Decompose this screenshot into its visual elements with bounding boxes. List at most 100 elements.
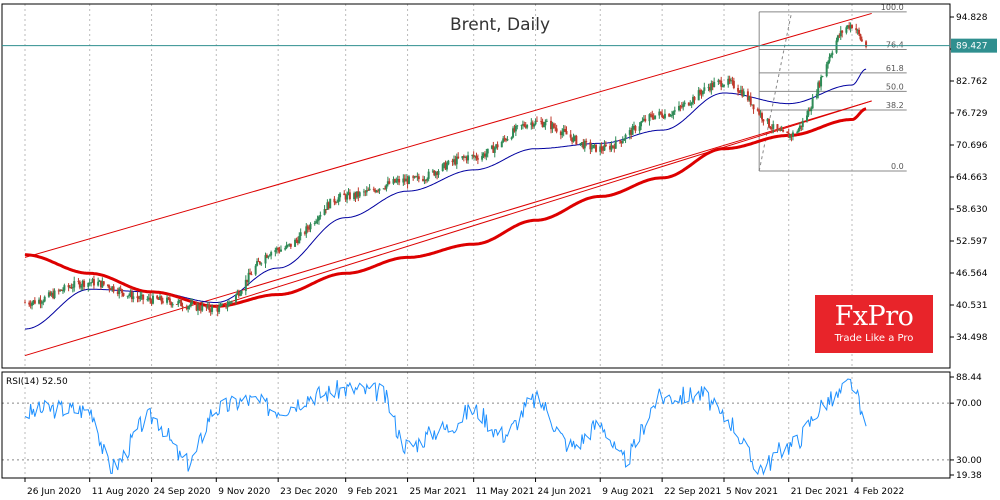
candle-body (506, 139, 509, 141)
candle-body (516, 125, 519, 127)
candle-body (447, 160, 450, 165)
candle-body (268, 255, 271, 257)
candle-body (496, 144, 499, 148)
candle-body (545, 120, 548, 122)
candle-body (67, 285, 70, 288)
candle-body (187, 306, 190, 309)
fibonacci-retracement: 100.0 76.4 61.8 50.0 38.2 0.0 (758, 3, 907, 172)
candle-body (256, 261, 259, 266)
y-tick-label: 58.630 (956, 205, 988, 215)
candle-body (264, 255, 267, 264)
candle-body (632, 125, 635, 127)
candle-body (642, 118, 645, 121)
candle-body (128, 295, 131, 297)
candle-body (727, 78, 730, 85)
candle-body (531, 122, 534, 127)
vertical-grid (24, 4, 853, 478)
candle-body (768, 118, 771, 127)
candle-body (402, 178, 405, 183)
candle-body (817, 82, 820, 94)
candle-body (246, 279, 249, 282)
candle-body (348, 192, 351, 200)
candle-body (279, 249, 282, 252)
candle-body (121, 289, 124, 293)
y-tick-label: 82.762 (956, 77, 988, 87)
candle-body (589, 142, 592, 150)
candle-body (483, 153, 486, 157)
candle-body (770, 128, 773, 130)
candle-body (475, 156, 478, 159)
candle-body (216, 307, 219, 312)
candle-body (749, 96, 752, 105)
candle-body (464, 157, 467, 158)
candle-body (129, 291, 132, 296)
candle-body (206, 304, 209, 308)
candle-body (579, 142, 582, 145)
candle-body (454, 159, 457, 165)
candle-body (258, 261, 261, 264)
candle-body (634, 125, 637, 131)
candle-body (368, 188, 371, 191)
candle-body (126, 295, 129, 297)
candle-body (254, 265, 257, 275)
candle-body (431, 170, 434, 172)
candle-body (339, 193, 342, 198)
candle-body (641, 120, 644, 123)
candle-body (122, 292, 125, 296)
candle-body (146, 299, 149, 300)
candle-body (167, 297, 170, 299)
candle-body (623, 139, 626, 141)
candle-body (652, 117, 655, 119)
candle-body (378, 188, 381, 191)
candle-body (779, 129, 782, 131)
candle-body (70, 287, 73, 289)
candle-body (406, 178, 409, 184)
candle-body (226, 305, 229, 308)
candle-body (316, 220, 319, 222)
candle-body (711, 83, 714, 88)
candle-body (839, 30, 842, 37)
candle-body (29, 304, 32, 306)
candle-body (329, 198, 332, 209)
candle-body (333, 198, 336, 203)
candle-body (573, 135, 576, 137)
candle-body (738, 91, 741, 93)
candle-body (752, 104, 755, 110)
candle-body (769, 126, 772, 129)
x-tick-label: 9 Aug 2021 (602, 487, 654, 497)
rsi-panel: 88.44 70.00 30.00 19.38 RSI(14) 52.50 (2, 373, 982, 481)
channel-line (24, 100, 872, 357)
price-candles (24, 22, 868, 317)
candle-body (801, 120, 804, 127)
candle-body (845, 27, 848, 33)
candle-body (514, 125, 517, 132)
candle-body (116, 291, 119, 295)
candle-body (748, 96, 751, 101)
y-tick-label: 70.696 (956, 141, 988, 151)
candle-body (119, 288, 122, 290)
candle-body (808, 109, 811, 112)
candle-body (669, 115, 672, 117)
x-tick-label: 9 Feb 2021 (348, 487, 398, 497)
candle-body (306, 226, 309, 229)
candle-body (142, 294, 145, 300)
candle-body (151, 295, 154, 304)
candle-body (737, 87, 740, 92)
candle-body (602, 149, 605, 151)
x-tick-label: 9 Nov 2020 (218, 487, 270, 497)
candle-body (856, 29, 859, 31)
candle-body (50, 292, 53, 296)
candle-body (336, 201, 339, 203)
candle-body (730, 80, 733, 82)
candle-body (299, 232, 302, 236)
candle-body (209, 310, 212, 312)
candle-body (52, 292, 55, 299)
candle-body (305, 226, 308, 234)
candle-body (697, 90, 700, 101)
candle-body (721, 86, 724, 88)
candle-body (550, 120, 553, 130)
candle-body (139, 296, 142, 299)
candle-body (396, 179, 399, 181)
candle-body (683, 102, 686, 105)
candle-body (130, 291, 133, 300)
